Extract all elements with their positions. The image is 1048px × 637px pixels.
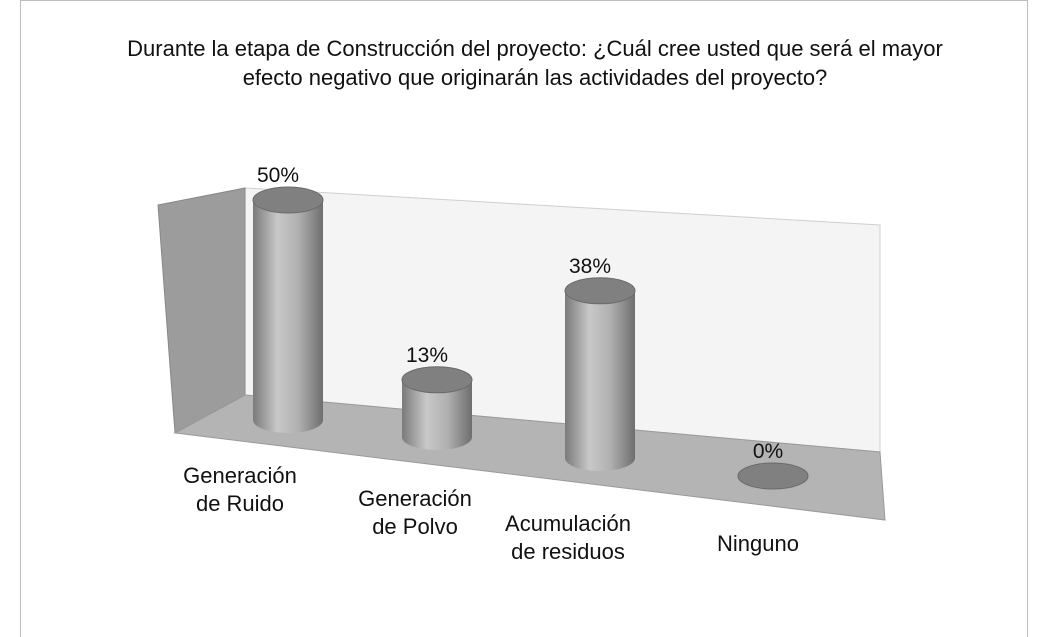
bar-body bbox=[565, 290, 635, 458]
chart-title: Durante la etapa de Construcción del pro… bbox=[127, 36, 943, 90]
value-label: 0% bbox=[753, 440, 783, 463]
category-label: Generación de Ruido bbox=[183, 463, 297, 516]
bar-top bbox=[252, 186, 324, 214]
bar bbox=[564, 277, 636, 471]
value-label: 38% bbox=[569, 255, 611, 278]
bar bbox=[401, 366, 473, 450]
bar bbox=[737, 462, 809, 490]
bar-top bbox=[564, 277, 636, 305]
category-label: Generación de Polvo bbox=[358, 486, 472, 539]
bar-top bbox=[401, 366, 473, 394]
value-label: 13% bbox=[406, 344, 448, 367]
bar bbox=[252, 186, 324, 433]
value-label: 50% bbox=[257, 164, 299, 187]
side-wall bbox=[157, 187, 246, 434]
bar-body bbox=[253, 200, 323, 420]
category-label: Ninguno bbox=[717, 531, 799, 556]
bar-top bbox=[737, 462, 809, 490]
floor bbox=[173, 394, 886, 521]
frame bbox=[20, 0, 1028, 637]
category-label: Acumulación de residuos bbox=[505, 511, 631, 564]
